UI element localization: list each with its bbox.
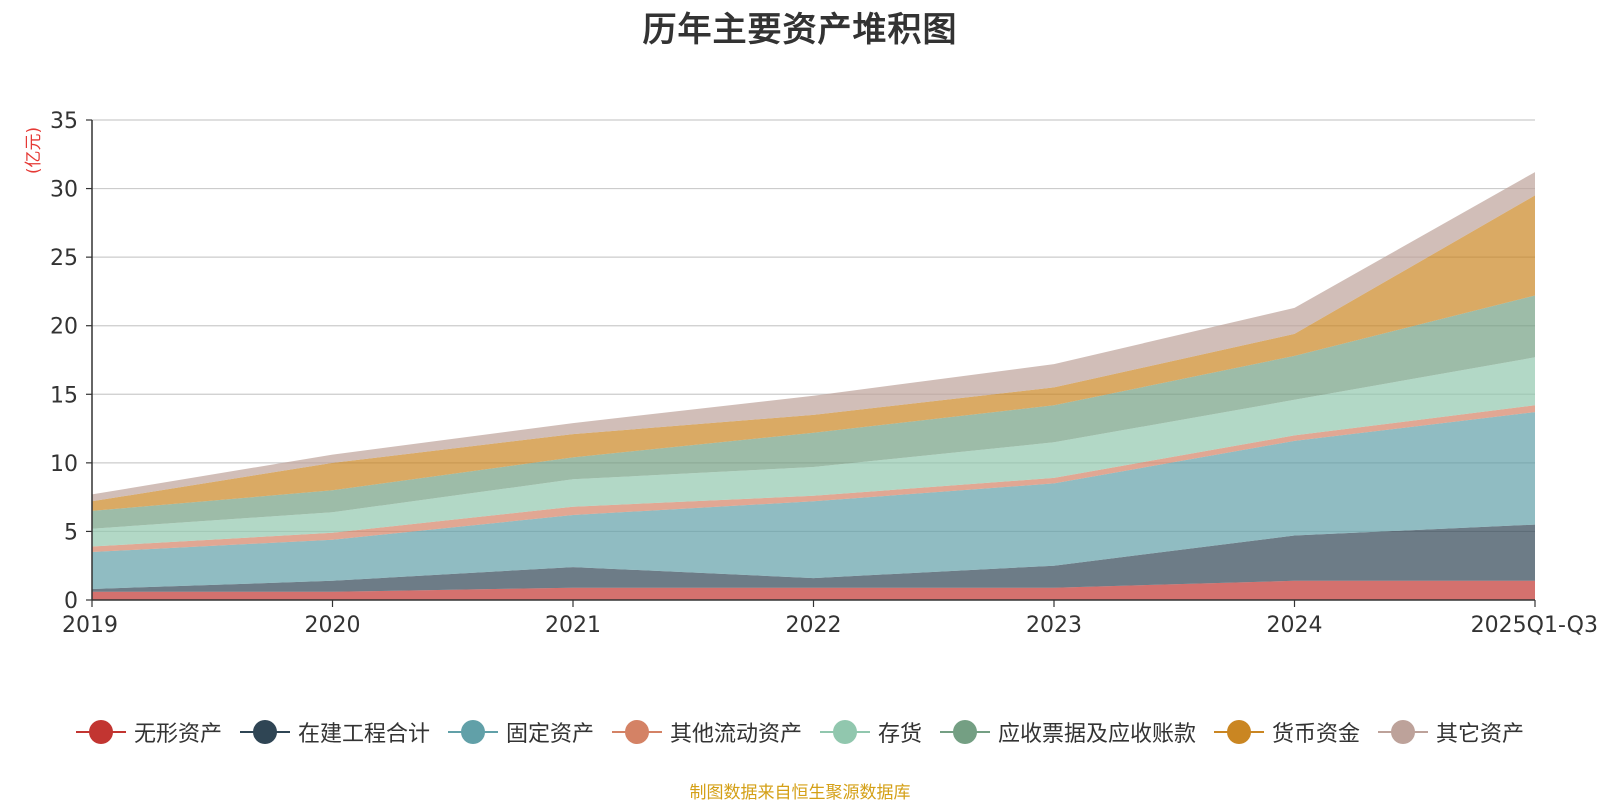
area-1[interactable] <box>92 524 1535 592</box>
legend-marker-icon <box>239 720 290 744</box>
legend-item-1[interactable]: 在建工程合计 <box>239 716 430 748</box>
legend-item-0[interactable]: 无形资产 <box>75 716 222 748</box>
legend-marker-icon <box>940 720 991 744</box>
legend-label: 存货 <box>878 722 923 747</box>
area-series <box>92 172 1535 600</box>
y-tick-labels: 0 5 10 15 20 25 30 35 <box>50 109 92 614</box>
y-tick-label-30: 30 <box>50 178 78 203</box>
legend-label: 其他流动资产 <box>669 722 802 747</box>
area-5[interactable] <box>92 295 1535 529</box>
legend-item-7[interactable]: 其它资产 <box>1378 716 1524 748</box>
y-tick-label-5: 5 <box>64 520 78 545</box>
legend-marker-icon <box>75 720 126 744</box>
legend-item-3[interactable]: 其他流动资产 <box>611 716 802 748</box>
legend-marker-icon <box>611 720 662 744</box>
legend-label: 固定资产 <box>505 722 594 747</box>
x-tick-label-5: 2024 <box>1267 613 1323 638</box>
legend: 无形资产 在建工程合计 固定资产 其他流动资产 存货 应收票据及应收账款 货币资金 其它资产 <box>0 712 1600 752</box>
area-4[interactable] <box>92 357 1535 547</box>
legend-item-5[interactable]: 应收票据及应收账款 <box>940 716 1196 748</box>
area-2[interactable] <box>92 412 1535 589</box>
y-tick-label-15: 15 <box>50 383 78 408</box>
legend-marker-icon <box>1214 720 1265 744</box>
y-tick-label-35: 35 <box>50 109 78 134</box>
x-tick-label-1: 2020 <box>305 613 361 638</box>
legend-label: 在建工程合计 <box>297 722 430 747</box>
legend-label: 其它资产 <box>1436 722 1525 747</box>
x-tick-label-4: 2023 <box>1026 613 1082 638</box>
area-0[interactable] <box>92 580 1535 600</box>
y-tick-label-25: 25 <box>50 246 78 271</box>
x-tick-label-6: 2025Q1-Q3 <box>1471 613 1598 638</box>
area-6[interactable] <box>92 195 1535 511</box>
legend-label: 货币资金 <box>1272 722 1361 747</box>
chart-title: 历年主要资产堆积图 <box>642 10 958 50</box>
source-note: 制图数据来自恒生聚源数据库 <box>689 783 911 803</box>
x-tick-labels: 2019 2020 2021 2022 2023 2024 2025Q1-Q3 <box>62 600 1598 638</box>
x-tick-label-3: 2022 <box>786 613 842 638</box>
legend-label: 应收票据及应收账款 <box>998 722 1197 747</box>
legend-marker-icon <box>1378 720 1429 744</box>
legend-item-4[interactable]: 存货 <box>820 716 922 748</box>
x-tick-label-0: 2019 <box>62 613 118 638</box>
y-tick-label-10: 10 <box>50 452 78 477</box>
legend-item-6[interactable]: 货币资金 <box>1214 716 1360 748</box>
area-7[interactable] <box>92 172 1535 502</box>
y-tick-label-20: 20 <box>50 315 78 340</box>
legend-marker-icon <box>820 720 870 744</box>
legend-label: 无形资产 <box>133 722 222 747</box>
legend-item-2[interactable]: 固定资产 <box>447 716 594 748</box>
legend-marker-icon <box>447 720 498 744</box>
x-tick-label-2: 2021 <box>545 613 601 638</box>
y-tick-label-0: 0 <box>64 589 78 614</box>
